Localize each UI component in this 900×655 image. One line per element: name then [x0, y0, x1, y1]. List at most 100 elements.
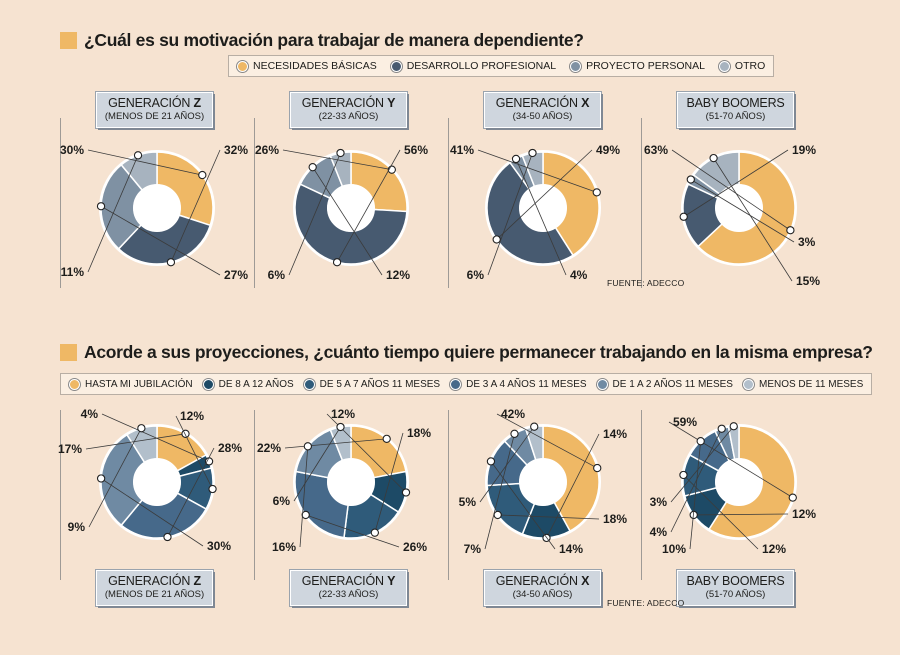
data-label-1-3-0: 59%: [673, 415, 697, 429]
gen-label-2-bb-range: (51-70 AÑOS): [705, 589, 766, 600]
gen-prefix: BABY BOOMERS: [686, 96, 785, 110]
leader-line: [690, 179, 795, 243]
legend-2-label-5: MENOS DE 11 MESES: [758, 378, 864, 390]
gen-prefix: GENERACIÓN: [108, 96, 194, 110]
leader-line: [167, 447, 215, 538]
data-label-1-3-2: 12%: [762, 542, 786, 556]
legend-1: NECESIDADES BÁSICAS DESARROLLO PROFESION…: [228, 55, 775, 77]
data-label-1-2-0: 42%: [501, 407, 525, 421]
gen-label-1-bb: BABY BOOMERS (51-70 AÑOS): [677, 92, 794, 128]
slice-marker: [592, 188, 601, 197]
slice-marker: [96, 202, 106, 211]
data-label-0-1-0: 26%: [255, 143, 279, 157]
leader-line: [496, 149, 593, 240]
gen-label-1-y: GENERACIÓN Y (22-33 AÑOS): [290, 92, 407, 128]
slice-marker: [133, 151, 143, 160]
slice-marker: [204, 457, 214, 466]
legend-2-dot-5-icon: [742, 378, 754, 390]
data-label-1-0-0: 17%: [58, 442, 82, 456]
gen-label-2-y-title: GENERACIÓN Y: [291, 574, 406, 588]
gen-bold: X: [581, 574, 590, 588]
slice-marker: [593, 463, 602, 473]
data-label-0-0-3: 11%: [61, 265, 85, 279]
legend-1-dot-2-icon: [570, 60, 582, 72]
slice-marker: [308, 163, 317, 172]
slice-marker: [301, 510, 310, 520]
gen-prefix: GENERACIÓN: [108, 574, 194, 588]
slice-marker: [717, 424, 726, 433]
source-2: FUENTE: ADECCO: [607, 598, 685, 608]
legend-2-label-0: HASTA MI JUBILACIÓN: [85, 378, 193, 390]
legend-2-dot-0-icon: [69, 378, 80, 390]
legend-2-item-1: DE 8 A 12 AÑOS: [202, 378, 294, 390]
data-label-0-2-1: 49%: [596, 143, 620, 157]
gen-label-2-bb-title: BABY BOOMERS: [678, 574, 793, 588]
donut-1-2: 42% 14% 18% 14% 7% 5%: [459, 407, 628, 556]
donut-0-1: 26% 56% 12% 6%: [255, 143, 428, 282]
slice-marker: [686, 175, 695, 184]
gen-label-1-bb-title: BABY BOOMERS: [678, 96, 793, 110]
gen-bold: Z: [193, 96, 201, 110]
slice-marker: [788, 493, 797, 502]
leader-line: [288, 152, 341, 276]
data-label-0-1-2: 12%: [386, 268, 410, 282]
legend-2-label-1: DE 8 A 12 AÑOS: [218, 378, 294, 390]
data-label-1-3-3: 10%: [662, 542, 686, 556]
divider-1-0: [60, 118, 61, 288]
gen-label-1-y-title: GENERACIÓN Y: [291, 96, 406, 110]
leader-line: [693, 513, 789, 516]
legend-1-item-0: NECESIDADES BÁSICAS: [237, 60, 377, 72]
data-label-1-2-1: 14%: [603, 427, 627, 441]
gen-prefix: BABY BOOMERS: [686, 574, 785, 588]
donut-hole: [519, 458, 567, 506]
data-label-1-0-3: 28%: [218, 441, 242, 455]
legend-1-dot-3-icon: [718, 60, 730, 72]
leader-line: [100, 478, 204, 547]
leader-line: [312, 166, 383, 276]
slice-marker: [166, 258, 176, 267]
legend-2-label-3: DE 3 A 4 AÑOS 11 MESES: [466, 378, 587, 390]
divider-1-1: [254, 118, 255, 288]
leader-line: [85, 433, 186, 450]
slice-marker: [163, 532, 172, 542]
leader-line: [87, 155, 139, 273]
section-1-title-text: ¿Cuál es su motivación para trabajar de …: [84, 30, 584, 50]
leader-line: [479, 426, 535, 503]
leader-line: [336, 149, 401, 263]
leader-line: [477, 149, 597, 193]
leader-line: [670, 425, 735, 503]
legend-2-label-4: DE 1 A 2 AÑOS 11 MESES: [612, 378, 733, 390]
leader-line: [546, 433, 600, 539]
section-2-title-text: Acorde a sus proyecciones, ¿cuánto tiemp…: [84, 342, 873, 362]
data-label-0-3-2: 3%: [798, 235, 816, 249]
data-label-1-1-1: 12%: [331, 407, 355, 421]
data-label-1-0-4: 30%: [207, 539, 231, 553]
data-label-1-1-2: 18%: [407, 426, 431, 440]
leader-line: [515, 158, 567, 276]
legend-2-dot-2-icon: [303, 378, 315, 390]
legend-2-dot-4-icon: [596, 378, 608, 390]
gen-label-2-bb: BABY BOOMERS (51-70 AÑOS): [677, 570, 794, 606]
gen-label-2-z-range: (MENOS DE 21 AÑOS): [104, 589, 205, 600]
data-label-0-0-2: 27%: [224, 268, 248, 282]
data-label-0-3-3: 15%: [796, 274, 820, 288]
data-label-1-1-5: 6%: [273, 494, 291, 508]
data-label-0-2-3: 6%: [467, 268, 485, 282]
slice-marker: [679, 212, 688, 221]
data-label-0-3-1: 19%: [792, 143, 816, 157]
slice-marker: [786, 226, 795, 235]
legend-2-dot-3-icon: [450, 378, 462, 390]
leader-line: [683, 149, 789, 218]
data-label-1-3-5: 3%: [650, 495, 668, 509]
gen-prefix: GENERACIÓN: [301, 96, 388, 110]
data-label-1-2-5: 5%: [459, 495, 477, 509]
slice-marker: [679, 470, 688, 480]
slice-marker: [137, 424, 146, 433]
gen-label-2-z: GENERACIÓN Z (MENOS DE 21 AÑOS): [96, 570, 213, 606]
donut-1-3: 59% 12% 12% 10% 4% 3%: [650, 415, 817, 556]
gen-prefix: GENERACIÓN: [301, 574, 388, 588]
legend-1-label-0: NECESIDADES BÁSICAS: [253, 60, 377, 72]
divider-2-0: [60, 410, 61, 580]
divider-2-3: [641, 410, 642, 580]
gen-label-1-x: GENERACIÓN X (34-50 AÑOS): [484, 92, 601, 128]
